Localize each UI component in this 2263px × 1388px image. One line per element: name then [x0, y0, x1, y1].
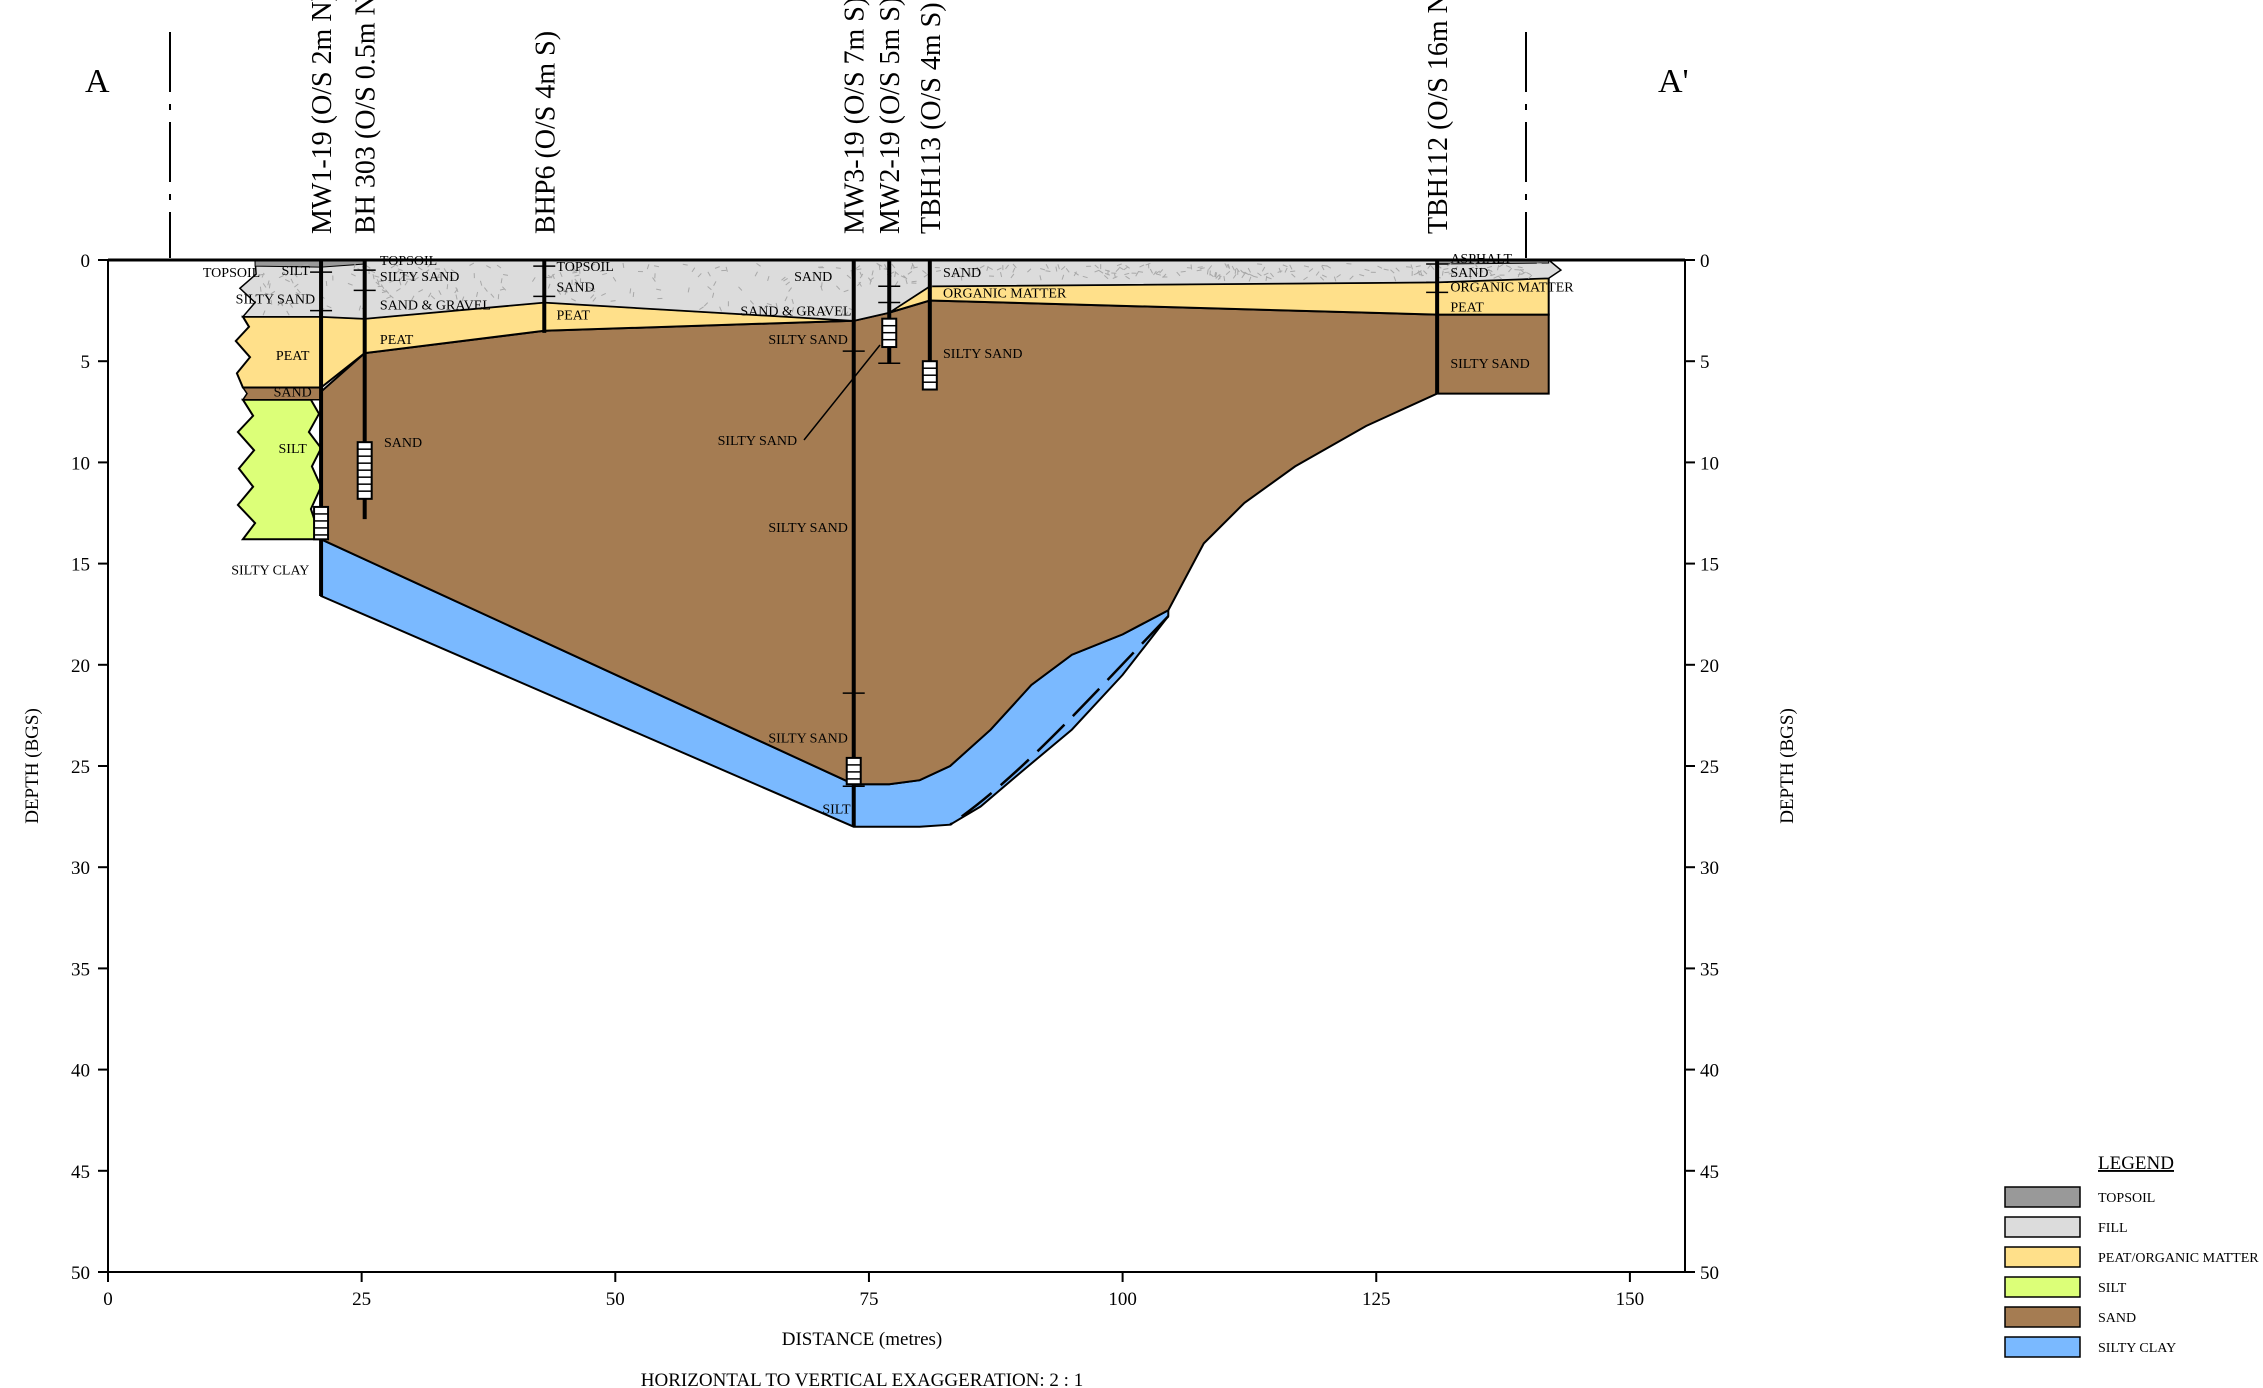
- borehole-MW2-19-title: MW2-19 (O/S 5m S): [875, 0, 906, 234]
- legend-label: SILT: [2098, 1281, 2127, 1296]
- borehole-MW3-19-title: MW3-19 (O/S 7m S): [840, 0, 871, 234]
- exaggeration-note: HORIZONTAL TO VERTICAL EXAGGERATION: 2 :…: [641, 1370, 1083, 1388]
- x-axis-title: DISTANCE (metres): [782, 1329, 942, 1350]
- legend-swatch: [2004, 1216, 2081, 1238]
- soil-label: SILTY SAND: [768, 732, 847, 747]
- soil-label: SILTY SAND: [943, 347, 1022, 362]
- x-tick-label: 25: [352, 1289, 371, 1310]
- soil-label: SAND & GRAVEL: [380, 299, 491, 314]
- soil-label: TOPSOIL: [380, 254, 437, 269]
- y-tick-label-right: 10: [1700, 453, 1719, 474]
- silt-layer: [236, 398, 323, 541]
- y-axis-title-right: DEPTH (BGS): [1777, 708, 1798, 824]
- soil-label: SILTY SAND: [718, 434, 797, 449]
- soil-layers: [234, 259, 1563, 828]
- soil-label: SILTY CLAY: [231, 564, 309, 579]
- y-axis-title-left: DEPTH (BGS): [22, 708, 43, 824]
- y-tick-label-left: 50: [71, 1263, 90, 1284]
- soil-label: PEAT: [1450, 301, 1484, 316]
- x-tick-label: 100: [1108, 1289, 1137, 1310]
- y-tick-label-right: 50: [1700, 1263, 1719, 1284]
- y-tick-label-left: 5: [81, 352, 91, 373]
- y-tick-label-left: 45: [71, 1162, 90, 1183]
- soil-label: TOPSOIL: [203, 266, 260, 281]
- legend-swatch: [2004, 1246, 2081, 1268]
- legend-label: PEAT/ORGANIC MATTER: [2098, 1251, 2259, 1266]
- y-tick-label-right: 5: [1700, 352, 1710, 373]
- y-tick-label-right: 20: [1700, 656, 1719, 677]
- silty-sand-leader-line: [803, 344, 881, 441]
- y-tick-label-left: 20: [71, 656, 90, 677]
- soil-label: ASPHALT: [1450, 252, 1512, 267]
- x-tick-label: 150: [1616, 1289, 1645, 1310]
- soil-label: ORGANIC MATTER: [1450, 280, 1574, 295]
- borehole-BH303-title: BH 303 (O/S 0.5m N): [351, 0, 382, 234]
- y-tick-label-right: 25: [1700, 757, 1719, 778]
- soil-label: SILT: [279, 442, 308, 457]
- legend-swatch: [2004, 1276, 2081, 1298]
- fill-layer: [238, 259, 1563, 322]
- y-tick-label-left: 15: [71, 555, 90, 576]
- boreholes: MW1-19 (O/S 2m N) BH 303 (O/S 0.5m N) BHP6…: [307, 0, 1454, 827]
- soil-label: PEAT: [276, 349, 310, 364]
- soil-label: SAND: [384, 436, 422, 451]
- soil-label: SILTY SAND: [236, 292, 315, 307]
- inferred-boundary: [949, 615, 1170, 826]
- soil-label: SAND: [943, 266, 981, 281]
- borehole-MW3-19-screen: [845, 756, 862, 786]
- soil-label: SILTY SAND: [380, 270, 459, 285]
- soil-label: SAND & GRAVEL: [740, 305, 851, 320]
- borehole-TBH112-title: TBH112 (O/S 16m N): [1423, 0, 1454, 234]
- soil-label: SILT: [282, 264, 311, 279]
- legend-title: LEGEND: [2098, 1153, 2174, 1174]
- y-tick-label-right: 15: [1700, 555, 1719, 576]
- y-tick-label-right: 30: [1700, 858, 1719, 879]
- borehole-MW1-19-title: MW1-19 (O/S 2m N): [307, 0, 338, 234]
- soil-label: SAND: [556, 280, 594, 295]
- y-tick-label-left: 0: [81, 251, 91, 272]
- soil-labels: TOPSOIL SILT SILTY SAND PEAT SAND SILT SILTY C…: [203, 252, 1574, 818]
- soil-label: SILTY SAND: [1450, 357, 1529, 372]
- x-tick-label: 0: [103, 1289, 113, 1310]
- legend-swatch: [2004, 1306, 2081, 1328]
- soil-label: PEAT: [380, 333, 414, 348]
- y-tick-label-right: 0: [1700, 251, 1710, 272]
- y-tick-label-left: 25: [71, 757, 90, 778]
- y-tick-label-left: 30: [71, 858, 90, 879]
- soil-label: ORGANIC MATTER: [943, 286, 1067, 301]
- soil-label: SILTY SAND: [768, 333, 847, 348]
- borehole-BHP6-title: BHP6 (O/S 4m S): [530, 31, 561, 234]
- legend-swatch: [2004, 1336, 2081, 1358]
- x-tick-label: 75: [859, 1289, 878, 1310]
- section-end-label: A': [1658, 63, 1689, 100]
- section-start-label: A: [85, 63, 110, 100]
- y-tick-label-right: 45: [1700, 1162, 1719, 1183]
- axis-ticks: 0 25 50 75 100 125 150 0 0 5 5 10 10 15 15 20 20 25 25 30 30…: [71, 251, 1719, 1310]
- y-tick-label-left: 40: [71, 1061, 90, 1082]
- soil-label: SILTY SAND: [768, 521, 847, 536]
- legend-label: SILTY CLAY: [2098, 1341, 2176, 1356]
- soil-label: PEAT: [556, 309, 590, 324]
- x-tick-label: 50: [606, 1289, 625, 1310]
- borehole-MW1-19-screen: [313, 505, 330, 541]
- x-tick-label: 125: [1362, 1289, 1391, 1310]
- y-tick-label-left: 10: [71, 453, 90, 474]
- legend-label: TOPSOIL: [2098, 1191, 2155, 1206]
- y-tick-label-right: 40: [1700, 1061, 1719, 1082]
- soil-label: TOPSOIL: [556, 260, 613, 275]
- soil-label: SILT: [822, 803, 851, 818]
- soil-label: SAND: [1450, 266, 1488, 281]
- legend-label: SAND: [2098, 1311, 2136, 1326]
- soil-label: SAND: [274, 386, 312, 401]
- legend-label: FILL: [2098, 1221, 2128, 1236]
- legend: LEGEND TOPSOIL FILL PEAT/ORGANIC MATTER SIL…: [2004, 1153, 2259, 1358]
- legend-swatch: [2004, 1186, 2081, 1208]
- soil-label: SAND: [794, 270, 832, 285]
- borehole-TBH113-title: TBH113 (O/S 4m S): [916, 2, 947, 234]
- y-tick-label-right: 35: [1700, 959, 1719, 980]
- y-tick-label-left: 35: [71, 959, 90, 980]
